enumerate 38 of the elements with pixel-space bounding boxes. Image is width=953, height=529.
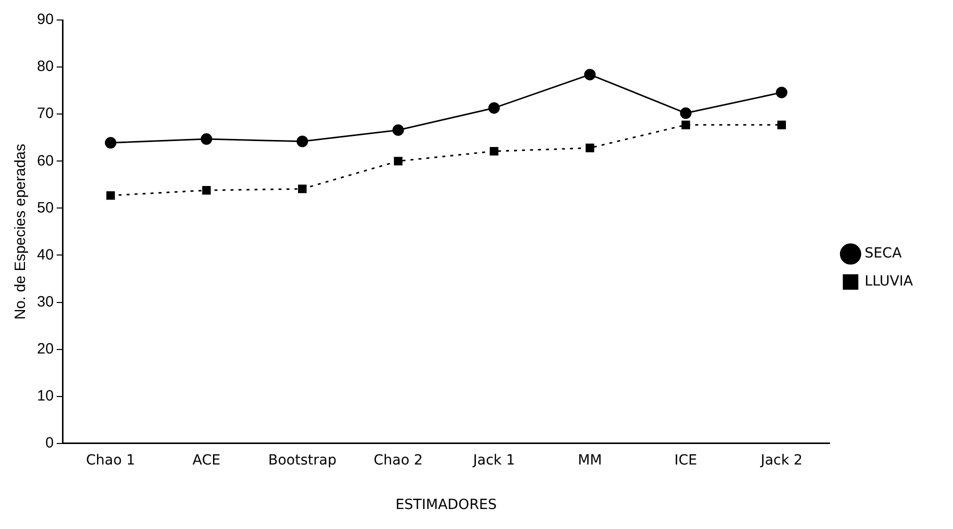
point	[488, 102, 500, 114]
x-tick-label: Chao 2	[374, 452, 423, 468]
point	[777, 120, 786, 130]
x-tick-label: Jack 1	[472, 452, 515, 468]
legend-label: LLUVIA	[864, 274, 914, 290]
x-axis-title: ESTIMADORES	[395, 497, 497, 514]
point	[202, 186, 211, 195]
y-tick-label: 60	[36, 152, 54, 170]
point	[776, 86, 788, 98]
point	[584, 68, 596, 80]
x-tick-label: ICE	[674, 452, 698, 468]
point	[298, 184, 307, 194]
y-tick-label: 0	[45, 434, 54, 452]
point	[394, 156, 402, 166]
y-tick-label: 90	[36, 11, 54, 28]
x-tick-label: ACE	[192, 452, 220, 468]
x-tick-label: MM	[578, 452, 602, 468]
x-tick-label: Chao 1	[86, 452, 136, 468]
x-tick-label: Jack 2	[760, 452, 803, 468]
y-tick-label: 50	[36, 199, 54, 216]
y-tick-label: 20	[36, 340, 54, 358]
point	[586, 144, 594, 152]
point	[392, 124, 404, 136]
point	[490, 146, 498, 156]
y-tick-label: 80	[36, 58, 54, 76]
legend-label: SECA	[864, 246, 902, 262]
point	[200, 133, 212, 145]
y-tick-label: 10	[36, 387, 54, 404]
y-tick-label: 30	[36, 293, 54, 310]
point	[104, 137, 116, 149]
x-tick-label: Bootstrap	[268, 452, 337, 468]
y-tick-label: 70	[36, 105, 54, 122]
y-axis-title: No. de Especies eperadas	[12, 144, 30, 320]
point	[680, 107, 692, 119]
point	[296, 136, 308, 148]
point	[106, 191, 115, 200]
point	[681, 120, 690, 130]
y-tick-label: 40	[36, 246, 54, 264]
